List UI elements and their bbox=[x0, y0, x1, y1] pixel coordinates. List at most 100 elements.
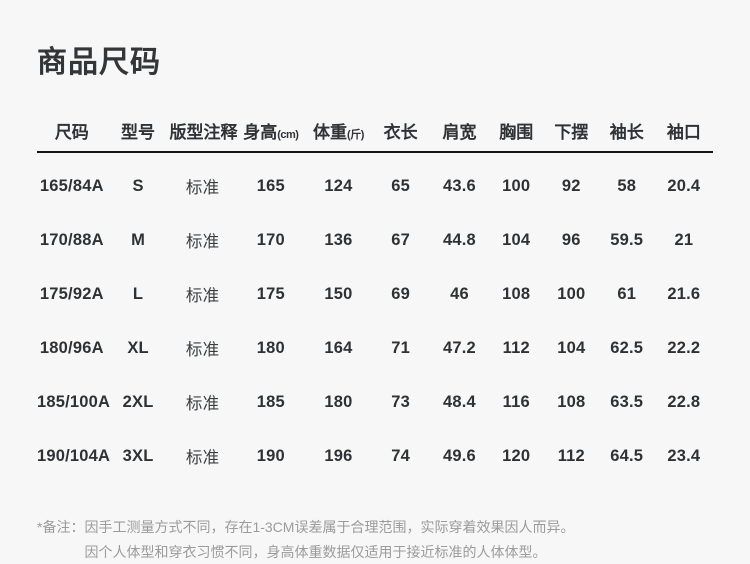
column-header: 衣长 bbox=[371, 118, 430, 143]
column-label: 下摆 bbox=[554, 122, 589, 142]
column-label: 衣长 bbox=[383, 122, 418, 142]
table-cell: 108 bbox=[502, 284, 531, 303]
table-cell: 标准 bbox=[185, 233, 220, 251]
table-cell: 63.5 bbox=[610, 392, 644, 411]
table-cell: S bbox=[132, 176, 144, 195]
table-cell: 标准 bbox=[185, 449, 220, 467]
table-cell: 49.6 bbox=[442, 446, 476, 465]
table-cell: 标准 bbox=[185, 287, 220, 305]
table-cell: 180 bbox=[324, 392, 353, 411]
page-title: 商品尺码 bbox=[37, 46, 161, 79]
table-cell: 21 bbox=[674, 230, 694, 249]
column-unit: (斤) bbox=[347, 128, 364, 141]
table-cell: 46 bbox=[450, 284, 469, 303]
table-cell: 61 bbox=[617, 284, 637, 303]
table-cell: 44.8 bbox=[442, 230, 476, 249]
table-cell: 2XL bbox=[122, 392, 154, 411]
table-cell: 20.4 bbox=[667, 176, 701, 195]
table-cell: 104 bbox=[502, 230, 531, 249]
table-cell: 标准 bbox=[185, 179, 220, 197]
column-label: 袖长 bbox=[609, 122, 644, 142]
table-cell: 59.5 bbox=[610, 230, 644, 249]
table-row: 170/88A M 标准 170 136 67 44.8 104 96 59.5 21 bbox=[37, 213, 713, 267]
table-cell: 22.8 bbox=[667, 392, 701, 411]
column-header: 下摆 bbox=[544, 118, 599, 143]
column-label: 体重 bbox=[313, 122, 348, 142]
table-cell: 73 bbox=[391, 392, 411, 411]
table-cell: 190 bbox=[256, 446, 285, 465]
size-table: 尺码 型号 版型注释 身高(cm) 体重(斤) 衣长 肩宽 胸围 下摆 袖长 袖口 165/84A S… bbox=[37, 109, 713, 483]
table-cell: 47.2 bbox=[442, 338, 476, 357]
table-cell: 150 bbox=[324, 284, 353, 303]
table-row: 175/92A L 标准 175 150 69 46 108 100 61 21.6 bbox=[37, 267, 713, 321]
table-cell: 180 bbox=[256, 338, 285, 357]
table-cell: 196 bbox=[324, 446, 353, 465]
table-cell: 170/88A bbox=[39, 230, 104, 249]
column-label: 尺码 bbox=[54, 122, 89, 142]
table-cell: 112 bbox=[502, 338, 530, 357]
table-cell: 165 bbox=[256, 176, 285, 195]
table-cell: 190/104A bbox=[37, 446, 111, 465]
size-table-body: 165/84A S 标准 165 124 65 43.6 100 92 58 20.4 170/88A… bbox=[37, 153, 713, 483]
table-cell: 48.4 bbox=[442, 392, 476, 411]
size-table-header-row: 尺码 型号 版型注释 身高(cm) 体重(斤) 衣长 肩宽 胸围 下摆 袖长 袖口 bbox=[37, 109, 713, 153]
table-cell: 22.2 bbox=[667, 338, 701, 357]
table-cell: 100 bbox=[557, 284, 586, 303]
table-cell: 3XL bbox=[122, 446, 154, 465]
remark-line-2: 因个人体型和穿衣习惯不同，身高体重数据仅适用于接近标准的人体体型。 bbox=[84, 544, 547, 560]
table-row: 185/100A 2XL 标准 185 180 73 48.4 116 108 63.5 22.8 bbox=[37, 375, 713, 429]
table-cell: 62.5 bbox=[610, 338, 644, 357]
table-cell: 180/96A bbox=[39, 338, 104, 357]
table-cell: M bbox=[131, 230, 146, 249]
remark-text: 因手工测量方式不同，存在1-3CM误差属于合理范围，实际穿着效果因人而异。 因个… bbox=[84, 515, 574, 564]
column-header: 尺码 bbox=[37, 118, 107, 143]
table-cell: 64.5 bbox=[610, 446, 644, 465]
table-cell: 100 bbox=[502, 176, 531, 195]
table-cell: 175 bbox=[256, 284, 285, 303]
column-label: 身高 bbox=[243, 122, 278, 142]
column-header: 肩宽 bbox=[430, 118, 488, 143]
table-cell: 116 bbox=[502, 392, 530, 411]
column-header: 胸围 bbox=[489, 118, 544, 143]
table-cell: 标准 bbox=[185, 341, 220, 359]
table-cell: 175/92A bbox=[39, 284, 104, 303]
table-cell: 136 bbox=[324, 230, 353, 249]
column-header: 体重(斤) bbox=[306, 118, 371, 143]
table-cell: 108 bbox=[557, 392, 586, 411]
remark-note: *备注： 因手工测量方式不同，存在1-3CM误差属于合理范围，实际穿着效果因人而… bbox=[37, 515, 713, 564]
table-cell: 165/84A bbox=[39, 176, 104, 195]
column-label: 袖口 bbox=[666, 122, 701, 142]
table-cell: XL bbox=[127, 338, 149, 357]
column-label: 胸围 bbox=[499, 122, 534, 142]
remark-line-1: 因手工测量方式不同，存在1-3CM误差属于合理范围，实际穿着效果因人而异。 bbox=[84, 519, 575, 535]
table-cell: 标准 bbox=[185, 395, 220, 413]
column-header: 袖长 bbox=[599, 118, 655, 143]
table-cell: L bbox=[132, 284, 144, 303]
column-header: 版型注释 bbox=[169, 118, 237, 143]
table-cell: 65 bbox=[391, 176, 411, 195]
column-header: 身高(cm) bbox=[236, 118, 306, 143]
remark-label: *备注： bbox=[37, 519, 85, 535]
table-cell: 21.6 bbox=[667, 284, 701, 303]
table-cell: 112 bbox=[557, 446, 585, 465]
table-cell: 69 bbox=[391, 284, 411, 303]
table-row: 165/84A S 标准 165 124 65 43.6 100 92 58 20.4 bbox=[37, 159, 713, 213]
table-row: 190/104A 3XL 标准 190 196 74 49.6 120 112 64.5 23.4 bbox=[37, 429, 713, 483]
table-cell: 185 bbox=[256, 392, 285, 411]
table-cell: 23.4 bbox=[667, 446, 701, 465]
table-cell: 124 bbox=[324, 176, 353, 195]
table-cell: 185/100A bbox=[37, 392, 111, 411]
table-cell: 74 bbox=[391, 446, 411, 465]
column-header: 袖口 bbox=[655, 118, 713, 143]
table-cell: 164 bbox=[324, 338, 353, 357]
table-cell: 67 bbox=[391, 230, 411, 249]
column-label: 肩宽 bbox=[442, 122, 477, 142]
table-cell: 58 bbox=[617, 176, 637, 195]
table-cell: 92 bbox=[561, 176, 581, 195]
column-unit: (cm) bbox=[277, 128, 299, 141]
table-cell: 43.6 bbox=[442, 176, 476, 195]
table-cell: 104 bbox=[557, 338, 586, 357]
table-cell: 96 bbox=[561, 230, 581, 249]
column-label: 型号 bbox=[121, 122, 156, 142]
